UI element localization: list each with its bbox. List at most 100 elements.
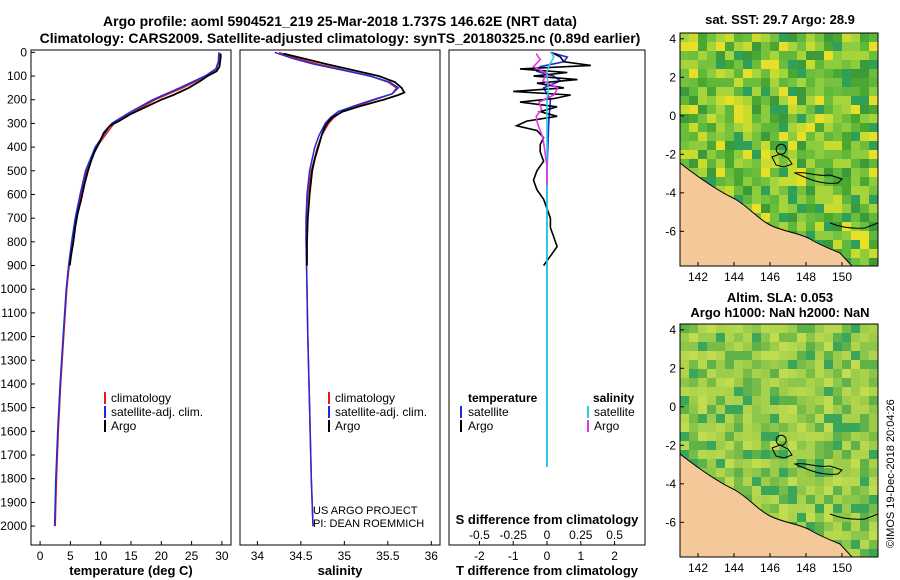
sla-map-cell: [716, 342, 725, 351]
sla-map-cell: [725, 477, 734, 486]
sla-map-cell: [770, 468, 779, 477]
sla-map-cell: [761, 432, 770, 441]
sst-map-cell: [716, 114, 725, 123]
longitude-tick-label: 144: [724, 270, 744, 284]
sst-map-cell: [824, 51, 833, 60]
sst-map-cell: [761, 114, 770, 123]
sla-map-cell: [806, 324, 815, 333]
depth-tick-label: 900: [7, 259, 27, 273]
sla-map-cell: [851, 369, 860, 378]
sst-map-cell: [779, 60, 788, 69]
depth-tick-label: 1000: [0, 282, 27, 296]
sst-map-cell: [761, 141, 770, 150]
sla-map-cell: [779, 441, 788, 450]
s-difference-axis-label: S difference from climatology: [456, 512, 640, 527]
sst-map-cell: [725, 132, 734, 141]
sst-map-cell: [689, 150, 698, 159]
longitude-tick-label: 146: [760, 561, 780, 575]
sla-map-cell: [770, 504, 779, 513]
sla-map-cell: [725, 360, 734, 369]
sst-map-cell: [770, 141, 779, 150]
sst-map-cell: [842, 240, 851, 249]
sla-map-cell: [797, 477, 806, 486]
sla-map-cell: [815, 396, 824, 405]
sla-map-cell: [752, 342, 761, 351]
sst-map-cell: [860, 78, 869, 87]
sla-map-cell: [770, 360, 779, 369]
sla-map-cell: [743, 324, 752, 333]
temperature-tick-label: 15: [124, 549, 138, 563]
difference-series-salinity-Argo: [532, 53, 559, 185]
sst-map-cell: [707, 105, 716, 114]
sla-map-cell: [752, 432, 761, 441]
s-difference-tick-label: -0.25: [500, 528, 528, 542]
sla-map-cell: [806, 477, 815, 486]
sst-map-cell: [716, 177, 725, 186]
sla-map-cell: [716, 405, 725, 414]
sla-map-cell: [770, 405, 779, 414]
sla-map-cell: [806, 351, 815, 360]
sst-map-cell: [842, 222, 851, 231]
sst-map-cell: [680, 78, 689, 87]
sst-map-cell: [833, 213, 842, 222]
sst-map-cell: [716, 141, 725, 150]
sla-map-cell: [698, 396, 707, 405]
header-line-1: Argo profile: aoml 5904521_219 25-Mar-20…: [103, 13, 577, 29]
sla-map-cell: [860, 396, 869, 405]
sla-map-cell: [833, 333, 842, 342]
temperature-panel: 0 5 10 15 20 25 300100200300400500600700800900…: [0, 45, 232, 578]
legend-label-argo: Argo: [335, 419, 361, 433]
sla-map-cell: [869, 360, 878, 369]
sst-map-cell: [689, 141, 698, 150]
sst-map-cell: [797, 186, 806, 195]
sla-map-cell: [869, 405, 878, 414]
sla-map-cell: [824, 486, 833, 495]
sst-map-cell: [779, 42, 788, 51]
sla-map-cell: [869, 468, 878, 477]
sla-map-cell: [698, 378, 707, 387]
sst-map-cell: [689, 114, 698, 123]
sst-map-cell: [788, 33, 797, 42]
sla-map-cell: [770, 450, 779, 459]
sst-map-cell: [779, 177, 788, 186]
sla-map-cell: [842, 450, 851, 459]
sst-map-cell: [842, 141, 851, 150]
sla-map-cell: [698, 351, 707, 360]
sst-map-cell: [725, 96, 734, 105]
latitude-tick-label: 4: [669, 32, 676, 46]
sla-map-cell: [797, 450, 806, 459]
depth-tick-label: 500: [7, 164, 27, 178]
sst-map-cell: [860, 105, 869, 114]
sst-map-cell: [824, 105, 833, 114]
sla-map-cell: [788, 432, 797, 441]
sst-map-cell: [734, 168, 743, 177]
sst-map-cell: [734, 96, 743, 105]
sla-map-cell: [788, 495, 797, 504]
sla-map-cell: [770, 387, 779, 396]
sst-map-cell: [833, 123, 842, 132]
sla-map-cell: [851, 468, 860, 477]
sla-map-cell: [788, 477, 797, 486]
sla-map-cell: [851, 324, 860, 333]
sla-map-cell: [806, 486, 815, 495]
sst-map-cell: [752, 114, 761, 123]
sst-map-cell: [815, 105, 824, 114]
sst-map-cell: [734, 159, 743, 168]
sst-map-cell: [788, 177, 797, 186]
sst-map-cell: [788, 186, 797, 195]
sst-map-cell: [680, 141, 689, 150]
sst-map-cell: [806, 150, 815, 159]
sst-map-cell: [770, 87, 779, 96]
sst-map-cell: [689, 60, 698, 69]
sst-map-cell: [734, 141, 743, 150]
sla-map-cell: [734, 468, 743, 477]
sst-map-cell: [851, 195, 860, 204]
sla-map-cell: [725, 459, 734, 468]
sst-map-cell: [833, 60, 842, 69]
sla-map-cell: [788, 450, 797, 459]
sst-map-cell: [752, 42, 761, 51]
sst-map-cell: [833, 51, 842, 60]
sst-map-cell: [833, 87, 842, 96]
sst-map-cell: [833, 204, 842, 213]
sla-map-cell: [788, 486, 797, 495]
